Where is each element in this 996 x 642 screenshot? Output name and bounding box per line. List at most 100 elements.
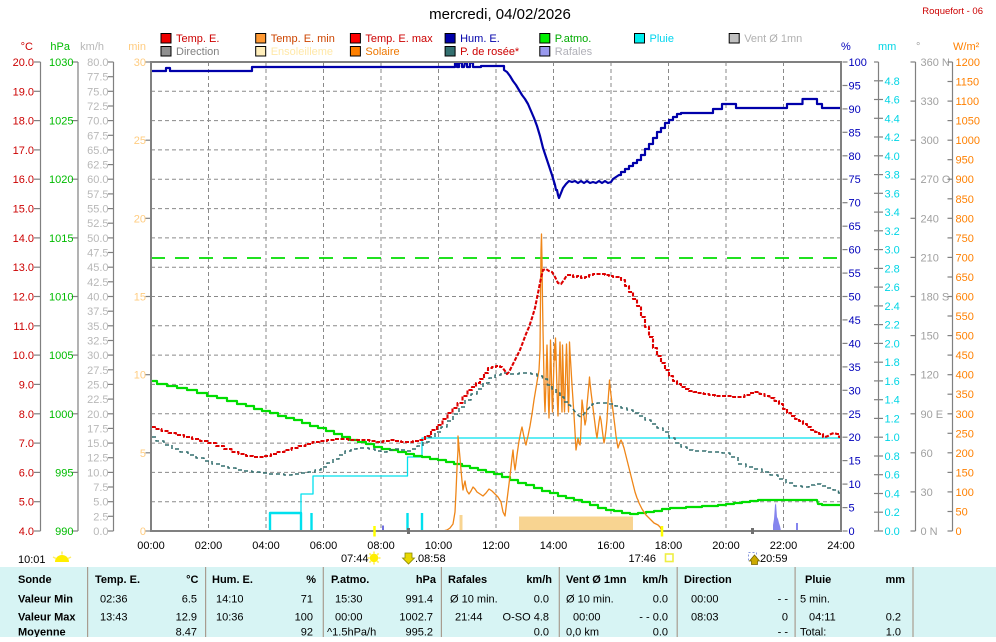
svg-text:0.6: 0.6 <box>885 470 900 482</box>
svg-text:14.0: 14.0 <box>13 233 34 245</box>
svg-text:990: 990 <box>55 526 73 538</box>
svg-text:100: 100 <box>295 612 313 624</box>
svg-text:950: 950 <box>956 155 974 167</box>
svg-text:55.0: 55.0 <box>87 204 108 216</box>
svg-text:90: 90 <box>849 104 861 116</box>
svg-text:900: 900 <box>956 174 974 186</box>
svg-text:3.8: 3.8 <box>885 170 900 182</box>
svg-text:995.2: 995.2 <box>405 627 433 638</box>
svg-text:500: 500 <box>956 331 974 343</box>
svg-text:600: 600 <box>956 292 974 304</box>
svg-text:Hum. E.: Hum. E. <box>460 33 500 45</box>
svg-text:1015: 1015 <box>49 233 73 245</box>
svg-text:80: 80 <box>849 151 861 163</box>
svg-text:1000: 1000 <box>49 409 73 421</box>
svg-text:1020: 1020 <box>49 174 73 186</box>
svg-text:3.2: 3.2 <box>885 226 900 238</box>
svg-text:350: 350 <box>956 389 974 401</box>
svg-text:25: 25 <box>849 409 861 421</box>
svg-text:hPa: hPa <box>416 574 437 586</box>
svg-text:70: 70 <box>849 198 861 210</box>
svg-text:02:36: 02:36 <box>100 594 128 606</box>
svg-text:02:00: 02:00 <box>195 540 223 552</box>
svg-text:Rafales: Rafales <box>448 574 487 586</box>
svg-text:12.9: 12.9 <box>176 612 197 624</box>
svg-text:0.0: 0.0 <box>653 594 668 606</box>
svg-text:62.5: 62.5 <box>87 160 108 172</box>
svg-text:15:30: 15:30 <box>335 594 363 606</box>
svg-text:08:00: 08:00 <box>367 540 395 552</box>
svg-text:550: 550 <box>956 311 974 323</box>
svg-text:25.0: 25.0 <box>87 379 108 391</box>
svg-text:22:00: 22:00 <box>770 540 798 552</box>
svg-text:14:00: 14:00 <box>540 540 568 552</box>
svg-text:1002.7: 1002.7 <box>399 612 433 624</box>
svg-text:%: % <box>841 41 851 53</box>
svg-text:14:10: 14:10 <box>216 594 244 606</box>
svg-text:1200: 1200 <box>956 57 980 69</box>
svg-text:Ensoleilleme: Ensoleilleme <box>271 46 333 58</box>
svg-text:30: 30 <box>134 57 146 69</box>
svg-text:45.0: 45.0 <box>87 262 108 274</box>
svg-text:1025: 1025 <box>49 116 73 128</box>
svg-text:85: 85 <box>849 127 861 139</box>
svg-text:- -: - - <box>778 627 789 638</box>
svg-text:1.0: 1.0 <box>886 627 901 638</box>
svg-text:04:00: 04:00 <box>252 540 280 552</box>
svg-text:Temp. E. max: Temp. E. max <box>365 33 433 45</box>
svg-text:Solaire: Solaire <box>365 46 399 58</box>
svg-text:35: 35 <box>849 362 861 374</box>
svg-text:0.0: 0.0 <box>534 627 549 638</box>
svg-text:Temp. E. min: Temp. E. min <box>271 33 335 45</box>
svg-text:%: % <box>306 574 316 586</box>
svg-text:- - 0.0: - - 0.0 <box>639 612 668 624</box>
svg-text:4.8: 4.8 <box>885 76 900 88</box>
svg-text:13:43: 13:43 <box>100 612 128 624</box>
svg-text:°: ° <box>916 41 920 53</box>
svg-text:2.6: 2.6 <box>885 282 900 294</box>
svg-text:°C: °C <box>21 41 33 53</box>
svg-text:80.0: 80.0 <box>87 57 108 69</box>
svg-text:°C: °C <box>186 574 198 586</box>
svg-text:20.0: 20.0 <box>87 409 108 421</box>
svg-text:18:00: 18:00 <box>655 540 683 552</box>
svg-text:450: 450 <box>956 350 974 362</box>
svg-text:hPa: hPa <box>50 41 70 53</box>
svg-text:1.8: 1.8 <box>885 357 900 369</box>
svg-text:180 S: 180 S <box>921 292 950 304</box>
svg-text:17:46: 17:46 <box>629 553 657 565</box>
svg-text:17.0: 17.0 <box>13 145 34 157</box>
svg-text:1.2: 1.2 <box>885 413 900 425</box>
svg-text:Valeur Max: Valeur Max <box>18 612 76 624</box>
svg-text:7.0: 7.0 <box>19 438 34 450</box>
svg-text:Roquefort - 06: Roquefort - 06 <box>922 6 983 17</box>
svg-text:10:36: 10:36 <box>216 612 244 624</box>
svg-text:55: 55 <box>849 268 861 280</box>
svg-text:Sonde: Sonde <box>18 574 52 586</box>
svg-text:400: 400 <box>956 370 974 382</box>
svg-text:100: 100 <box>849 57 867 69</box>
svg-text:12.5: 12.5 <box>87 453 108 465</box>
svg-text:77.5: 77.5 <box>87 72 108 84</box>
svg-text:22.5: 22.5 <box>87 394 108 406</box>
svg-text:75: 75 <box>849 174 861 186</box>
svg-text:95: 95 <box>849 81 861 93</box>
svg-text:65: 65 <box>849 221 861 233</box>
svg-text:Total:: Total: <box>800 627 826 638</box>
svg-text:00:00: 00:00 <box>691 594 719 606</box>
svg-text:2.0: 2.0 <box>885 338 900 350</box>
svg-text:Ø 10 min.: Ø 10 min. <box>566 594 614 606</box>
svg-text:0.4: 0.4 <box>885 489 900 501</box>
svg-text:1000: 1000 <box>956 135 980 147</box>
svg-text:30.0: 30.0 <box>87 350 108 362</box>
svg-text:100: 100 <box>956 487 974 499</box>
svg-text:Direction: Direction <box>176 46 219 58</box>
svg-text:16:00: 16:00 <box>597 540 625 552</box>
svg-text:km/h: km/h <box>526 574 552 586</box>
svg-text:04:11: 04:11 <box>809 612 836 624</box>
svg-text:Direction: Direction <box>684 574 732 586</box>
svg-text:1.0: 1.0 <box>885 432 900 444</box>
svg-text:30: 30 <box>849 385 861 397</box>
svg-text:650: 650 <box>956 272 974 284</box>
svg-text:19.0: 19.0 <box>13 86 34 98</box>
